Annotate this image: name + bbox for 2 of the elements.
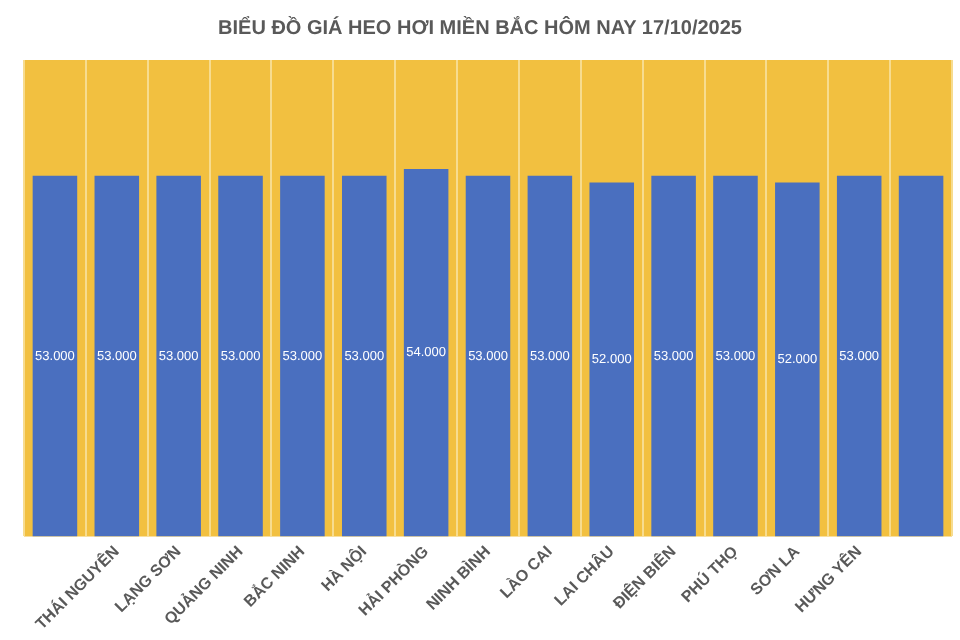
- x-tick-label: HÀ NỘI: [316, 541, 371, 595]
- chart-title: BIỂU ĐỒ GIÁ HEO HƠI MIỀN BẮC HÔM NAY 17/10/2025: [218, 15, 743, 40]
